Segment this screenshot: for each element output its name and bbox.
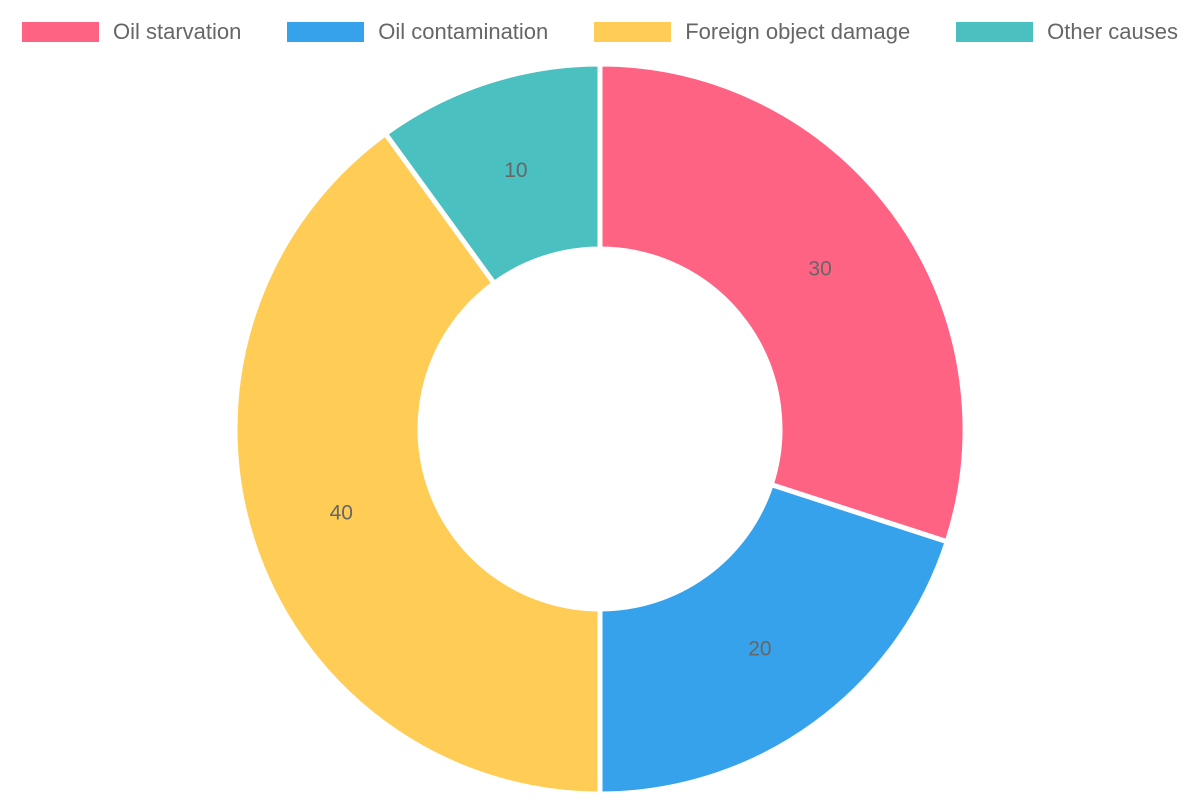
legend-swatch-other-causes	[956, 22, 1034, 42]
legend-item-oil-contamination[interactable]: Oil contamination	[287, 21, 548, 43]
slice-value-label-oil-contamination: 20	[748, 638, 771, 661]
legend-label-oil-starvation: Oil starvation	[113, 19, 242, 44]
slice-value-label-oil-starvation: 30	[808, 258, 831, 281]
legend-label-oil-contamination: Oil contamination	[378, 19, 549, 44]
legend-label-foreign-object-damage: Foreign object damage	[685, 19, 911, 44]
slice-value-label-other-causes: 10	[504, 159, 527, 182]
legend-item-foreign-object-damage[interactable]: Foreign object damage	[594, 21, 910, 43]
legend-swatch-oil-starvation	[22, 22, 99, 42]
slice-oil-starvation[interactable]	[597, 61, 968, 545]
slice-oil-contamination[interactable]	[597, 482, 950, 797]
legend-item-other-causes[interactable]: Other causes	[956, 21, 1178, 43]
legend-swatch-foreign-object-damage	[594, 22, 672, 42]
slice-other-causes[interactable]	[382, 61, 603, 286]
slice-foreign-object-damage[interactable]	[232, 131, 603, 797]
slice-value-label-foreign-object-damage: 40	[330, 502, 353, 525]
legend-swatch-oil-contamination	[287, 22, 365, 42]
legend-item-oil-starvation[interactable]: Oil starvation	[22, 21, 241, 43]
legend-label-other-causes: Other causes	[1047, 19, 1178, 44]
chart-legend: Oil starvation Oil contamination Foreign o…	[0, 21, 1200, 43]
